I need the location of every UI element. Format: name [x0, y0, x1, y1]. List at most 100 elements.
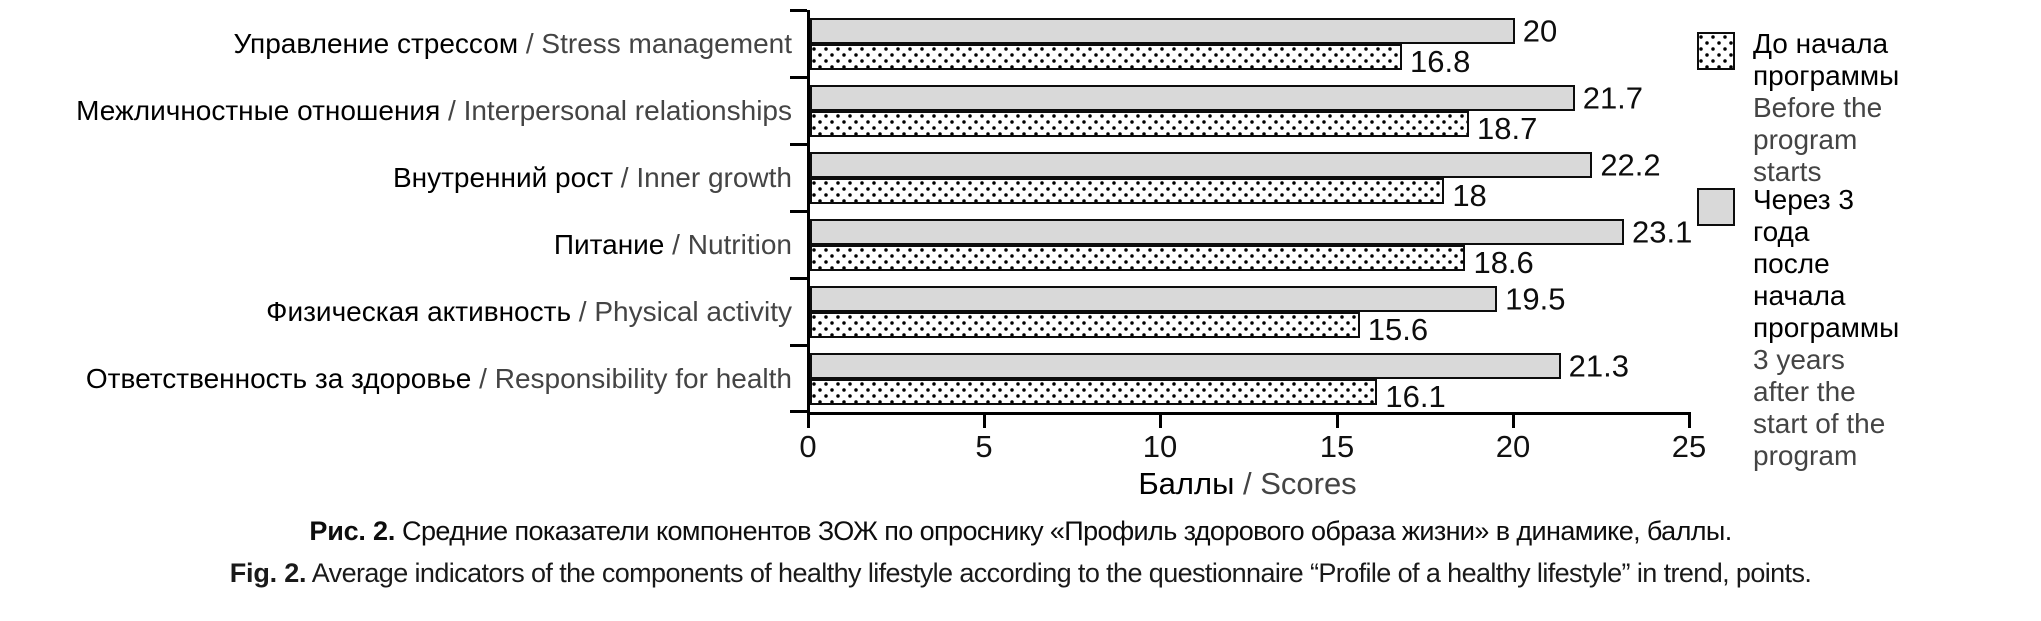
category-label-ru: Питание — [553, 229, 665, 260]
caption-ru: Рис. 2. Средние показатели компонентов З… — [0, 514, 2041, 548]
legend-text: Через 3 года после начала программы 3 ye… — [1753, 184, 1899, 472]
legend-swatch-gray — [1697, 188, 1735, 226]
category-label-nutrition: Питание / Nutrition — [0, 228, 792, 262]
legend-line-ru: До начала — [1753, 28, 1889, 59]
y-axis-tick — [790, 410, 807, 413]
category-label-en: Nutrition — [687, 229, 792, 260]
legend-line-ru: после начала — [1753, 248, 1846, 311]
y-axis-tick — [790, 344, 807, 347]
bar-value-before: 16.8 — [1410, 43, 1471, 79]
category-label-en: Responsibility for health — [494, 363, 792, 394]
bar-value-after: 21.3 — [1568, 348, 1629, 384]
bar-value-before: 18.6 — [1473, 244, 1534, 280]
label-separator: / — [518, 28, 542, 59]
category-label-inner-growth: Внутренний рост / Inner growth — [0, 161, 792, 195]
label-separator: / — [664, 229, 688, 260]
caption-en: Fig. 2. Average indicators of the compon… — [0, 556, 2041, 590]
category-label-stress-management: Управление стрессом / Stress management — [0, 27, 792, 61]
legend-text: До начала программы Before the program s… — [1753, 28, 1899, 188]
legend-line-en: 3 years after the — [1753, 344, 1856, 407]
bar-value-after: 23.1 — [1632, 214, 1693, 250]
bar-value-before: 18 — [1452, 177, 1487, 213]
legend-line-en: Before the program — [1753, 92, 1883, 155]
x-axis-title-en: Scores — [1260, 466, 1357, 501]
x-axis-tick — [1336, 415, 1339, 428]
legend-line-ru: Через 3 года — [1753, 184, 1854, 247]
bar-group-inner-growth: 22.2 18 — [810, 144, 1691, 211]
y-axis-tick — [790, 210, 807, 213]
legend-line-ru: программы — [1753, 60, 1900, 91]
x-axis-tick — [1688, 415, 1691, 428]
category-label-ru: Внутренний рост — [392, 162, 614, 193]
x-tick-label-0: 0 — [799, 429, 817, 464]
x-tick-label-20: 20 — [1495, 429, 1531, 464]
bar-after-stress-management: 20 — [810, 16, 1557, 47]
y-axis-tick — [790, 143, 807, 146]
bar-value-before: 15.6 — [1367, 311, 1429, 347]
bar-value-after: 20 — [1522, 13, 1558, 49]
x-tick-label-15: 15 — [1319, 429, 1355, 464]
caption-ru-text: Средние показатели компонентов ЗОЖ по оп… — [395, 516, 1732, 546]
x-axis-title: Баллы / Scores — [807, 467, 1688, 501]
bar-value-after: 22.2 — [1600, 147, 1661, 183]
label-separator: / — [613, 162, 637, 193]
bar-before-interpersonal-relationships: 18.7 — [810, 111, 1537, 144]
x-axis-tick — [1159, 415, 1162, 428]
legend-line-ru: программы — [1753, 312, 1900, 343]
category-label-ru: Физическая активность — [266, 296, 572, 327]
bar-before-physical-activity: 15.6 — [810, 312, 1428, 345]
y-axis-tick — [790, 277, 807, 280]
y-axis-tick — [790, 76, 807, 79]
category-label-ru: Межличностные отношения — [76, 95, 441, 126]
bar-value-after: 19.5 — [1505, 281, 1566, 317]
x-axis-tick — [807, 415, 810, 428]
bar-group-interpersonal-relationships: 21.7 18.7 — [810, 77, 1691, 144]
x-axis: 0 5 10 15 20 25 — [799, 412, 1706, 464]
bar-value-after: 21.7 — [1582, 80, 1644, 116]
legend-item-before-program: До начала программы Before the program s… — [1697, 28, 1899, 188]
category-label-en: Inner growth — [636, 162, 792, 193]
x-tick-label-25: 25 — [1671, 429, 1707, 464]
bar-group-nutrition: 23.1 18.6 — [810, 211, 1692, 278]
bar-before-nutrition: 18.6 — [810, 245, 1534, 278]
bar-after-nutrition: 23.1 — [810, 217, 1692, 248]
caption-en-text: Average indicators of the components of … — [306, 558, 1812, 588]
category-label-ru: Управление стрессом — [233, 28, 519, 59]
bar-group-physical-activity: 19.5 15.6 — [810, 278, 1691, 345]
bar-after-physical-activity: 19.5 — [810, 284, 1566, 315]
x-axis-tick — [1512, 415, 1515, 428]
bar-before-inner-growth: 18 — [810, 178, 1487, 211]
category-label-responsibility-for-health: Ответственность за здоровье / Responsibi… — [0, 362, 792, 396]
label-separator: / — [571, 296, 595, 327]
category-label-ru: Ответственность за здоровье — [85, 363, 472, 394]
category-label-en: Interpersonal relationships — [463, 95, 792, 126]
bar-group-stress-management: 20 16.8 — [810, 10, 1691, 77]
x-axis-tick — [983, 415, 986, 428]
legend-item-after-3-years: Через 3 года после начала программы 3 ye… — [1697, 184, 1899, 472]
caption-en-prefix: Fig. 2. — [229, 558, 307, 588]
bar-group-responsibility-for-health: 21.3 16.1 — [810, 345, 1691, 412]
legend-line-en: start of the program — [1753, 408, 1886, 471]
y-axis-tick — [790, 9, 807, 12]
bar-after-responsibility-for-health: 21.3 — [810, 351, 1629, 382]
label-separator: / — [440, 95, 464, 126]
legend-swatch-dotted — [1697, 32, 1735, 70]
legend-line-en: starts — [1753, 156, 1822, 187]
bar-value-before: 16.1 — [1385, 378, 1446, 414]
bar-value-before: 18.7 — [1476, 110, 1538, 146]
category-label-en: Physical activity — [594, 296, 792, 327]
bar-before-stress-management: 16.8 — [810, 44, 1470, 77]
bar-after-interpersonal-relationships: 21.7 — [810, 83, 1643, 114]
category-label-interpersonal-relationships: Межличностные отношения / Interpersonal … — [0, 94, 792, 128]
x-tick-label-5: 5 — [975, 429, 993, 464]
label-separator: / — [471, 363, 495, 394]
x-tick-label-10: 10 — [1142, 429, 1178, 464]
category-label-physical-activity: Физическая активность / Physical activit… — [0, 295, 792, 329]
category-label-en: Stress management — [541, 28, 792, 59]
bar-after-inner-growth: 22.2 — [810, 150, 1661, 181]
caption-ru-prefix: Рис. 2. — [309, 516, 396, 546]
x-axis-title-ru: Баллы — [1138, 466, 1235, 501]
bar-before-responsibility-for-health: 16.1 — [810, 379, 1446, 412]
label-separator: / — [1234, 466, 1261, 501]
